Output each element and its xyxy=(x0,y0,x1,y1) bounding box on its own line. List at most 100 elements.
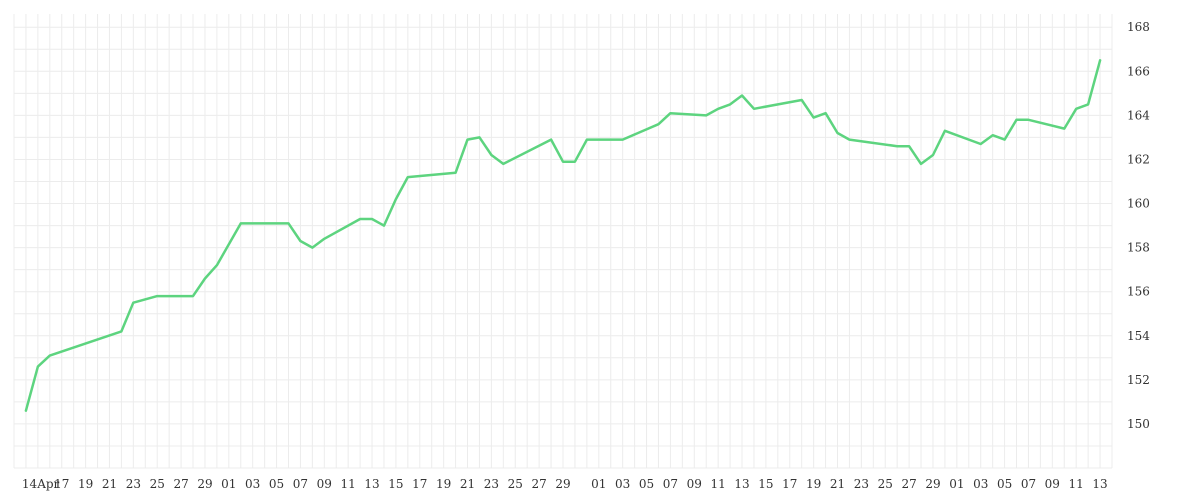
data-point xyxy=(192,295,194,297)
x-tick-label: 03 xyxy=(245,477,260,491)
x-tick-label: 07 xyxy=(663,477,678,491)
x-tick-label: 19 xyxy=(436,477,451,491)
x-tick-label: 15 xyxy=(388,477,403,491)
x-tick-label: 03 xyxy=(615,477,630,491)
data-point xyxy=(1087,103,1089,105)
data-point xyxy=(407,176,409,178)
x-tick-label: 25 xyxy=(878,477,893,491)
x-tick-label: 13 xyxy=(364,477,379,491)
x-tick-label: 17 xyxy=(54,477,69,491)
x-tick-label: 11 xyxy=(1069,477,1084,491)
data-point xyxy=(1003,138,1005,140)
data-point xyxy=(908,145,910,147)
x-tick-label: 03 xyxy=(973,477,988,491)
data-point xyxy=(896,145,898,147)
x-tick-label: 27 xyxy=(173,477,188,491)
data-point xyxy=(371,218,373,220)
y-tick-label: 156 xyxy=(1127,285,1150,299)
data-point xyxy=(944,130,946,132)
data-point xyxy=(1063,127,1065,129)
data-point xyxy=(1075,108,1077,110)
x-tick-label: 29 xyxy=(197,477,212,491)
x-tick-label: 23 xyxy=(484,477,499,491)
data-point xyxy=(240,222,242,224)
y-tick-label: 160 xyxy=(1127,197,1150,211)
data-point xyxy=(1015,119,1017,121)
data-point xyxy=(395,198,397,200)
data-point xyxy=(359,218,361,220)
data-point xyxy=(323,238,325,240)
data-point xyxy=(812,116,814,118)
data-point xyxy=(800,99,802,101)
x-tick-label: 05 xyxy=(269,477,284,491)
y-tick-label: 168 xyxy=(1127,20,1150,34)
x-tick-label: 11 xyxy=(341,477,356,491)
x-tick-label: 23 xyxy=(854,477,869,491)
data-point xyxy=(383,224,385,226)
y-axis: 150 152 154 156 158 160 162 164 166 168 xyxy=(1127,20,1150,431)
y-tick-label: 154 xyxy=(1127,329,1150,343)
data-point xyxy=(574,160,576,162)
data-point xyxy=(25,409,27,411)
data-point xyxy=(621,138,623,140)
data-point xyxy=(669,112,671,114)
data-point xyxy=(991,134,993,136)
data-point xyxy=(37,365,39,367)
data-point xyxy=(216,264,218,266)
y-tick-label: 158 xyxy=(1127,241,1150,255)
data-point xyxy=(932,154,934,156)
data-point xyxy=(120,330,122,332)
data-point xyxy=(1027,119,1029,121)
data-point xyxy=(550,138,552,140)
x-tick-label: 07 xyxy=(1021,477,1036,491)
x-tick-label: 09 xyxy=(687,477,702,491)
x-tick-label: 25 xyxy=(508,477,523,491)
y-tick-label: 162 xyxy=(1127,152,1150,166)
data-point xyxy=(824,112,826,114)
data-point xyxy=(502,163,504,165)
x-tick-label: 19 xyxy=(78,477,93,491)
data-point xyxy=(980,143,982,145)
series-layer xyxy=(24,59,1102,412)
data-point xyxy=(1099,59,1101,61)
x-tick-label: 13 xyxy=(734,477,749,491)
x-tick-label: 14Apr xyxy=(22,477,60,491)
data-point xyxy=(156,295,158,297)
y-tick-label: 164 xyxy=(1127,108,1150,122)
x-tick-label: 17 xyxy=(412,477,427,491)
data-point xyxy=(287,222,289,224)
x-tick-label: 27 xyxy=(901,477,916,491)
data-point xyxy=(741,94,743,96)
x-tick-label: 01 xyxy=(591,477,606,491)
x-tick-label: 09 xyxy=(317,477,332,491)
data-point xyxy=(299,240,301,242)
data-point xyxy=(478,136,480,138)
x-tick-label: 25 xyxy=(150,477,165,491)
x-tick-label: 15 xyxy=(758,477,773,491)
data-point xyxy=(49,354,51,356)
y-tick-label: 150 xyxy=(1127,417,1150,431)
x-tick-label: 19 xyxy=(806,477,821,491)
data-point xyxy=(717,108,719,110)
data-point xyxy=(311,246,313,248)
x-tick-label: 13 xyxy=(1092,477,1107,491)
x-tick-label: 21 xyxy=(830,477,845,491)
data-point xyxy=(204,277,206,279)
x-tick-label: 17 xyxy=(782,477,797,491)
x-tick-label: 21 xyxy=(102,477,117,491)
grid xyxy=(13,14,1113,469)
x-tick-label: 27 xyxy=(531,477,546,491)
x-tick-label: 23 xyxy=(126,477,141,491)
data-point xyxy=(454,171,456,173)
x-tick-label: 07 xyxy=(293,477,308,491)
data-point xyxy=(562,160,564,162)
x-tick-label: 01 xyxy=(949,477,964,491)
x-tick-label: 09 xyxy=(1045,477,1060,491)
x-tick-label: 29 xyxy=(925,477,940,491)
x-tick-label: 01 xyxy=(221,477,236,491)
data-point xyxy=(466,138,468,140)
data-point xyxy=(705,114,707,116)
x-tick-label: 05 xyxy=(639,477,654,491)
